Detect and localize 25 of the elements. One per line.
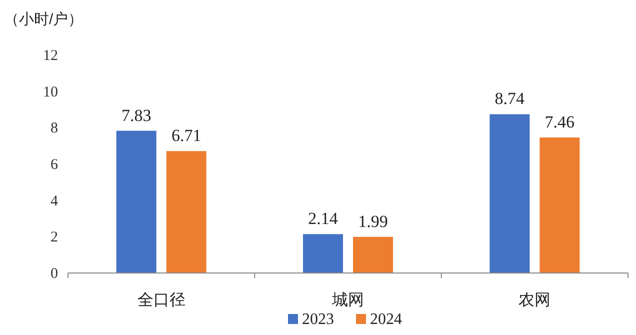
y-tick-label: 0 [50,266,58,282]
data-label: 1.99 [358,212,388,231]
legend-label: 2024 [370,311,402,328]
bar [490,114,530,273]
y-axis-title: （小时/户） [4,11,84,28]
data-label: 7.83 [121,106,152,125]
y-tick-label: 8 [50,120,58,137]
x-tick-label: 城网 [331,291,364,309]
data-label: 6.71 [171,126,202,146]
y-tick-label: 6 [50,157,58,173]
bar [166,151,206,273]
bar [540,137,580,273]
data-label: 2.14 [308,209,338,228]
y-tick-label: 10 [43,84,58,100]
data-label: 8.74 [494,89,526,108]
y-tick-label: 12 [43,48,58,64]
y-tick-label: 4 [50,193,58,210]
bar [303,234,343,273]
x-tick-label: 全口径 [137,292,186,309]
legend-label: 2023 [302,311,334,328]
bar [116,130,156,273]
data-label: 7.46 [544,112,575,132]
x-tick-label: 农网 [518,292,551,309]
y-tick-label: 2 [50,230,58,246]
bar [353,236,393,273]
